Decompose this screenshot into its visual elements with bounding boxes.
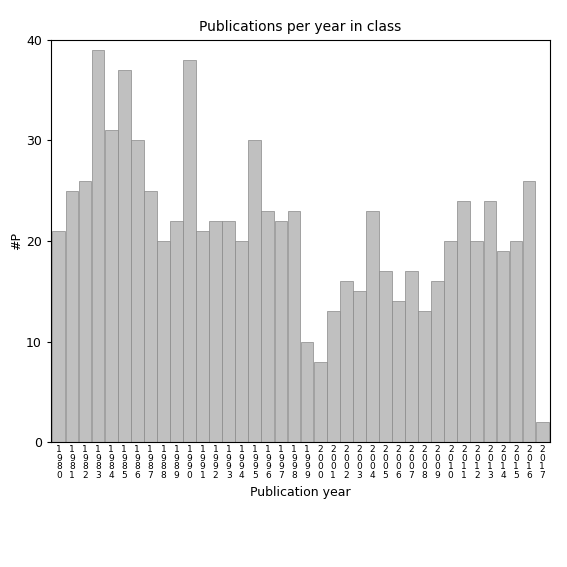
X-axis label: Publication year: Publication year bbox=[250, 485, 351, 498]
Bar bbox=[471, 241, 483, 442]
Bar bbox=[523, 180, 535, 442]
Bar bbox=[497, 251, 509, 442]
Bar bbox=[92, 50, 104, 442]
Bar bbox=[235, 241, 248, 442]
Y-axis label: #P: #P bbox=[10, 232, 23, 250]
Bar bbox=[274, 221, 287, 442]
Bar bbox=[301, 341, 314, 442]
Bar bbox=[458, 201, 470, 442]
Bar bbox=[261, 211, 274, 442]
Bar bbox=[510, 241, 522, 442]
Bar bbox=[222, 221, 235, 442]
Bar bbox=[392, 302, 405, 442]
Bar bbox=[66, 191, 78, 442]
Bar bbox=[314, 362, 327, 442]
Title: Publications per year in class: Publications per year in class bbox=[200, 20, 401, 35]
Bar bbox=[131, 141, 143, 442]
Bar bbox=[445, 241, 457, 442]
Bar bbox=[418, 311, 431, 442]
Bar bbox=[183, 60, 196, 442]
Bar bbox=[196, 231, 209, 442]
Bar bbox=[379, 271, 392, 442]
Bar bbox=[209, 221, 222, 442]
Bar bbox=[53, 231, 65, 442]
Bar bbox=[484, 201, 496, 442]
Bar bbox=[353, 291, 366, 442]
Bar bbox=[340, 281, 353, 442]
Bar bbox=[248, 141, 261, 442]
Bar bbox=[118, 70, 130, 442]
Bar bbox=[431, 281, 444, 442]
Bar bbox=[144, 191, 156, 442]
Bar bbox=[536, 422, 548, 442]
Bar bbox=[366, 211, 379, 442]
Bar bbox=[405, 271, 418, 442]
Bar bbox=[170, 221, 183, 442]
Bar bbox=[157, 241, 170, 442]
Bar bbox=[79, 180, 91, 442]
Bar bbox=[327, 311, 340, 442]
Bar bbox=[105, 130, 117, 442]
Bar bbox=[287, 211, 301, 442]
